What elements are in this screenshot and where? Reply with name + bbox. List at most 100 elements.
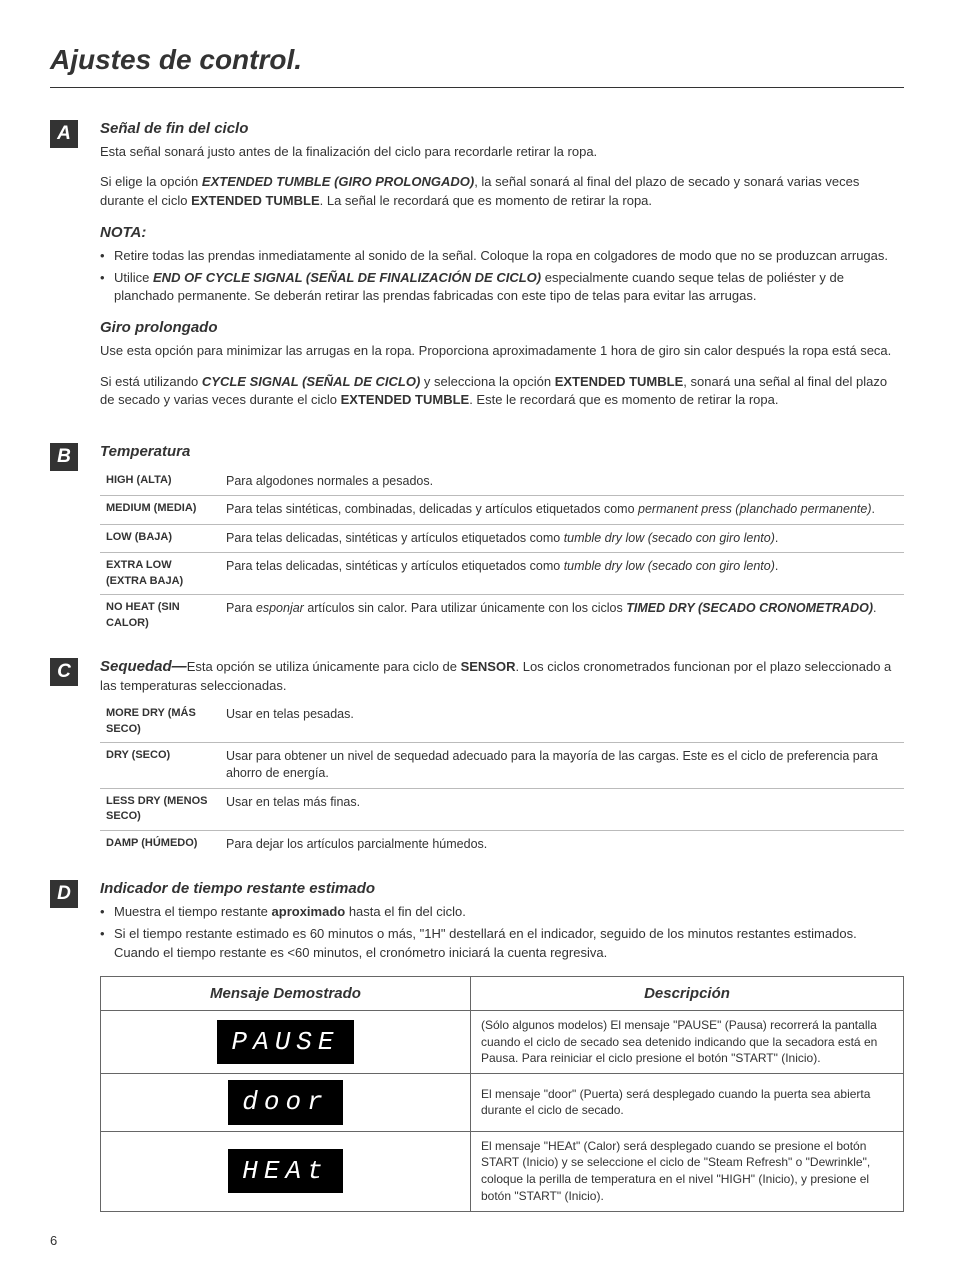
text: EXTENDED TUMBLE bbox=[555, 374, 684, 389]
display-cell: HEAt bbox=[101, 1131, 471, 1211]
text: artículos sin calor. Para utilizar única… bbox=[304, 601, 626, 615]
text: EXTENDED TUMBLE (GIRO PROLONGADO) bbox=[202, 174, 474, 189]
table-row: NO HEAT (SIN CALOR) Para esponjar artícu… bbox=[100, 595, 904, 636]
text: END OF CYCLE SIGNAL (SEÑAL DE FINALIZACI… bbox=[153, 270, 541, 285]
col-header-desc: Descripción bbox=[471, 976, 904, 1010]
col-header-message: Mensaje Demostrado bbox=[101, 976, 471, 1010]
message-table: Mensaje Demostrado Descripción PAUSE (Só… bbox=[100, 976, 904, 1212]
text: Para telas delicadas, sintéticas y artíc… bbox=[226, 531, 564, 545]
dry-desc: Usar en telas más finas. bbox=[220, 788, 904, 830]
table-row: EXTRA LOW (EXTRA BAJA) Para telas delica… bbox=[100, 553, 904, 595]
table-row: LESS DRY (MENOS SECO)Usar en telas más f… bbox=[100, 788, 904, 830]
section-letter-d: D bbox=[50, 880, 78, 908]
heading-sequedad: Sequedad— bbox=[100, 658, 187, 675]
section-letter-c: C bbox=[50, 658, 78, 686]
text: tumble dry low (secado con giro lento) bbox=[564, 559, 775, 573]
table-row: MORE DRY (MÁS SECO)Usar en telas pesadas… bbox=[100, 701, 904, 742]
text: aproximado bbox=[272, 904, 346, 919]
section-letter-a: A bbox=[50, 120, 78, 148]
page-number: 6 bbox=[50, 1232, 904, 1250]
section-b-body: Temperatura HIGH (ALTA) Para algodones n… bbox=[100, 441, 904, 636]
display-cell: door bbox=[101, 1074, 471, 1131]
text: y selecciona la opción bbox=[420, 374, 554, 389]
table-header-row: Mensaje Demostrado Descripción bbox=[101, 976, 904, 1010]
section-c: C Sequedad—Esta opción se utiliza únicam… bbox=[50, 656, 904, 858]
section-a-body: Señal de fin del ciclo Esta señal sonará… bbox=[100, 118, 904, 421]
temp-label: LOW (BAJA) bbox=[100, 524, 220, 553]
dryness-table: MORE DRY (MÁS SECO)Usar en telas pesadas… bbox=[100, 701, 904, 858]
section-d: D Indicador de tiempo restante estimado … bbox=[50, 878, 904, 1212]
heading-time-indicator: Indicador de tiempo restante estimado bbox=[100, 878, 904, 899]
text: Utilice bbox=[114, 270, 153, 285]
display-door: door bbox=[228, 1080, 342, 1124]
para-a4: Si está utilizando CYCLE SIGNAL (SEÑAL D… bbox=[100, 373, 904, 409]
section-c-body: Sequedad—Esta opción se utiliza únicamen… bbox=[100, 656, 904, 858]
dry-label: DRY (SECO) bbox=[100, 742, 220, 788]
display-pause: PAUSE bbox=[217, 1020, 353, 1064]
table-row: HIGH (ALTA) Para algodones normales a pe… bbox=[100, 468, 904, 496]
list-item: Retire todas las prendas inmediatamente … bbox=[100, 247, 904, 265]
text: Para telas sintéticas, combinadas, delic… bbox=[226, 502, 638, 516]
text: . bbox=[873, 601, 876, 615]
list-item: Muestra el tiempo restante aproximado ha… bbox=[100, 903, 904, 921]
table-row: PAUSE (Sólo algunos modelos) El mensaje … bbox=[101, 1010, 904, 1073]
dry-desc: Usar en telas pesadas. bbox=[220, 701, 904, 742]
text: tumble dry low (secado con giro lento) bbox=[564, 531, 775, 545]
desc-cell: (Sólo algunos modelos) El mensaje "PAUSE… bbox=[471, 1010, 904, 1073]
para-a3: Use esta opción para minimizar las arrug… bbox=[100, 342, 904, 360]
display-heat: HEAt bbox=[228, 1149, 342, 1193]
list-item: Utilice END OF CYCLE SIGNAL (SEÑAL DE FI… bbox=[100, 269, 904, 305]
section-b: B Temperatura HIGH (ALTA) Para algodones… bbox=[50, 441, 904, 636]
text: Esta opción se utiliza únicamente para c… bbox=[187, 659, 461, 674]
dry-label: DAMP (HÚMEDO) bbox=[100, 830, 220, 858]
table-row: door El mensaje "door" (Puerta) será des… bbox=[101, 1074, 904, 1131]
list-item: Si el tiempo restante estimado es 60 min… bbox=[100, 925, 904, 961]
temp-desc: Para algodones normales a pesados. bbox=[220, 468, 904, 496]
text: Si está utilizando bbox=[100, 374, 202, 389]
text: . bbox=[872, 502, 875, 516]
section-d-body: Indicador de tiempo restante estimado Mu… bbox=[100, 878, 904, 1212]
temperature-table: HIGH (ALTA) Para algodones normales a pe… bbox=[100, 468, 904, 636]
text: Para bbox=[226, 601, 256, 615]
nota-bullets: Retire todas las prendas inmediatamente … bbox=[100, 247, 904, 306]
text: . La señal le recordará que es momento d… bbox=[320, 193, 652, 208]
temp-label: EXTRA LOW (EXTRA BAJA) bbox=[100, 553, 220, 595]
dry-desc: Usar para obtener un nivel de sequedad a… bbox=[220, 742, 904, 788]
text: TIMED DRY (SECADO CRONOMETRADO) bbox=[626, 601, 873, 615]
text: EXTENDED TUMBLE bbox=[341, 392, 470, 407]
text: permanent press (planchado permanente) bbox=[638, 502, 871, 516]
table-row: HEAt El mensaje "HEAt" (Calor) será desp… bbox=[101, 1131, 904, 1211]
page-title: Ajustes de control. bbox=[50, 40, 904, 88]
desc-cell: El mensaje "HEAt" (Calor) será desplegad… bbox=[471, 1131, 904, 1211]
text: . Este le recordará que es momento de re… bbox=[469, 392, 778, 407]
desc-cell: El mensaje "door" (Puerta) será desplega… bbox=[471, 1074, 904, 1131]
temp-desc: Para esponjar artículos sin calor. Para … bbox=[220, 595, 904, 636]
temp-label: MEDIUM (MEDIA) bbox=[100, 496, 220, 525]
text: . bbox=[775, 531, 778, 545]
text: . bbox=[775, 559, 778, 573]
text: Si elige la opción bbox=[100, 174, 202, 189]
text: hasta el fin del ciclo. bbox=[345, 904, 466, 919]
temp-label: HIGH (ALTA) bbox=[100, 468, 220, 496]
table-row: DRY (SECO)Usar para obtener un nivel de … bbox=[100, 742, 904, 788]
section-letter-b: B bbox=[50, 443, 78, 471]
table-row: DAMP (HÚMEDO)Para dejar los artículos pa… bbox=[100, 830, 904, 858]
text: SENSOR bbox=[461, 659, 516, 674]
dry-label: LESS DRY (MENOS SECO) bbox=[100, 788, 220, 830]
dry-desc: Para dejar los artículos parcialmente hú… bbox=[220, 830, 904, 858]
time-bullets: Muestra el tiempo restante aproximado ha… bbox=[100, 903, 904, 962]
nota-heading: NOTA: bbox=[100, 222, 904, 243]
section-a: A Señal de fin del ciclo Esta señal sona… bbox=[50, 118, 904, 421]
heading-signal-end: Señal de fin del ciclo bbox=[100, 118, 904, 139]
temp-desc: Para telas sintéticas, combinadas, delic… bbox=[220, 496, 904, 525]
table-row: MEDIUM (MEDIA) Para telas sintéticas, co… bbox=[100, 496, 904, 525]
heading-temp: Temperatura bbox=[100, 441, 904, 462]
dry-label: MORE DRY (MÁS SECO) bbox=[100, 701, 220, 742]
text: esponjar bbox=[256, 601, 304, 615]
table-row: LOW (BAJA) Para telas delicadas, sintéti… bbox=[100, 524, 904, 553]
heading-giro: Giro prolongado bbox=[100, 317, 904, 338]
text: Para telas delicadas, sintéticas y artíc… bbox=[226, 559, 564, 573]
temp-desc: Para telas delicadas, sintéticas y artíc… bbox=[220, 524, 904, 553]
temp-label: NO HEAT (SIN CALOR) bbox=[100, 595, 220, 636]
display-cell: PAUSE bbox=[101, 1010, 471, 1073]
